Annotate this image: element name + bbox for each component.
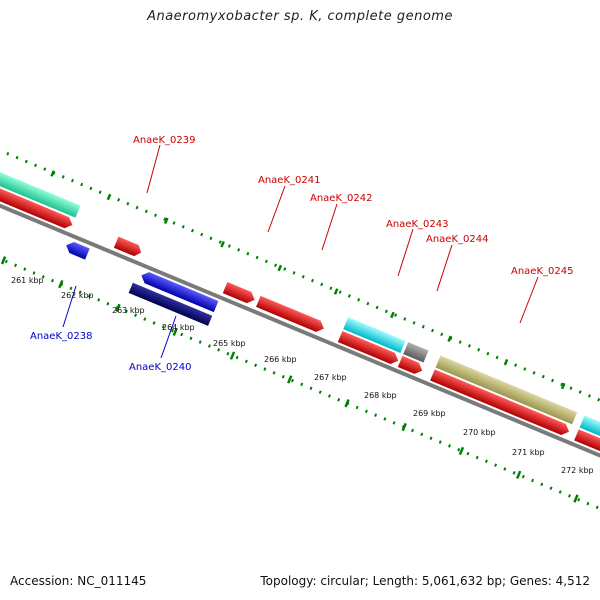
sequence-backbone bbox=[0, 187, 600, 476]
tick-label: 271 kbp bbox=[512, 448, 545, 457]
gene-label[interactable]: AnaeK_0244 bbox=[426, 234, 488, 245]
accession-label: Accession: NC_011145 bbox=[10, 574, 147, 588]
tick-label: 269 kbp bbox=[413, 409, 446, 418]
misc-feature-grey[interactable] bbox=[403, 342, 429, 363]
gene-arrow-anaek-0244[interactable] bbox=[397, 355, 425, 376]
tick-label: 268 kbp bbox=[364, 391, 397, 400]
tick-label: 266 kbp bbox=[264, 355, 297, 364]
cds-arrow-0[interactable] bbox=[0, 174, 75, 230]
olive-feature[interactable] bbox=[435, 355, 578, 425]
gene-label[interactable]: AnaeK_0241 bbox=[258, 175, 320, 186]
gene-arrow-anaek-0238[interactable] bbox=[64, 240, 90, 260]
gene-arrow-anaek-0240[interactable] bbox=[139, 270, 219, 313]
tick-label: 264 kbp bbox=[162, 323, 195, 332]
rna-feature-cyan[interactable] bbox=[343, 317, 406, 353]
rna-feature-cyan-2[interactable] bbox=[579, 415, 600, 443]
tick-label: 265 kbp bbox=[213, 339, 246, 348]
map-title: Anaeromyxobacter sp. K, complete genome bbox=[147, 9, 453, 24]
outer-tick-row bbox=[0, 132, 600, 428]
rna-feature-teal[interactable] bbox=[0, 160, 81, 218]
tick-label: 263 kbp bbox=[112, 306, 145, 315]
gene-arrow-anaek-0239[interactable] bbox=[113, 236, 144, 258]
gene-label[interactable]: AnaeK_0242 bbox=[310, 193, 372, 204]
gene-label[interactable]: AnaeK_0239 bbox=[133, 135, 195, 146]
forward-leaders bbox=[146, 144, 539, 324]
gene-label[interactable]: AnaeK_0245 bbox=[511, 266, 573, 277]
cds-arrow-0243[interactable] bbox=[337, 330, 401, 366]
gene-label[interactable]: AnaeK_0238 bbox=[30, 331, 92, 342]
cds-box-0240[interactable] bbox=[128, 282, 213, 326]
gene-arrow-anaek-0242[interactable] bbox=[256, 295, 326, 334]
map-track bbox=[0, 132, 600, 520]
reverse-leaders bbox=[62, 285, 177, 359]
genome-summary: Topology: circular; Length: 5,061,632 bp… bbox=[260, 574, 590, 588]
tick-label: 267 kbp bbox=[314, 373, 347, 382]
reverse-gene-labels: AnaeK_0238 AnaeK_0240 bbox=[30, 331, 191, 373]
gene-label[interactable]: AnaeK_0240 bbox=[129, 362, 191, 373]
inner-tick-row bbox=[0, 225, 600, 520]
outer-major-ticks bbox=[50, 170, 566, 390]
tick-label: 270 kbp bbox=[463, 428, 496, 437]
gene-arrow-anaek-0245[interactable] bbox=[430, 369, 571, 437]
axis-tick-labels: 261 kbp 262 kbp 263 kbp 264 kbp 265 kbp … bbox=[11, 276, 594, 475]
inner-major-ticks bbox=[0, 256, 579, 503]
forward-gene-labels: AnaeK_0239 AnaeK_0241 AnaeK_0242 AnaeK_0… bbox=[133, 135, 573, 277]
cds-arrow-edge[interactable] bbox=[574, 429, 600, 460]
tick-label: 272 kbp bbox=[561, 466, 594, 475]
gene-arrow-anaek-0241[interactable] bbox=[222, 281, 257, 305]
tick-label: 261 kbp bbox=[11, 276, 44, 285]
gene-label[interactable]: AnaeK_0243 bbox=[386, 219, 448, 230]
tick-label: 262 kbp bbox=[61, 291, 94, 300]
